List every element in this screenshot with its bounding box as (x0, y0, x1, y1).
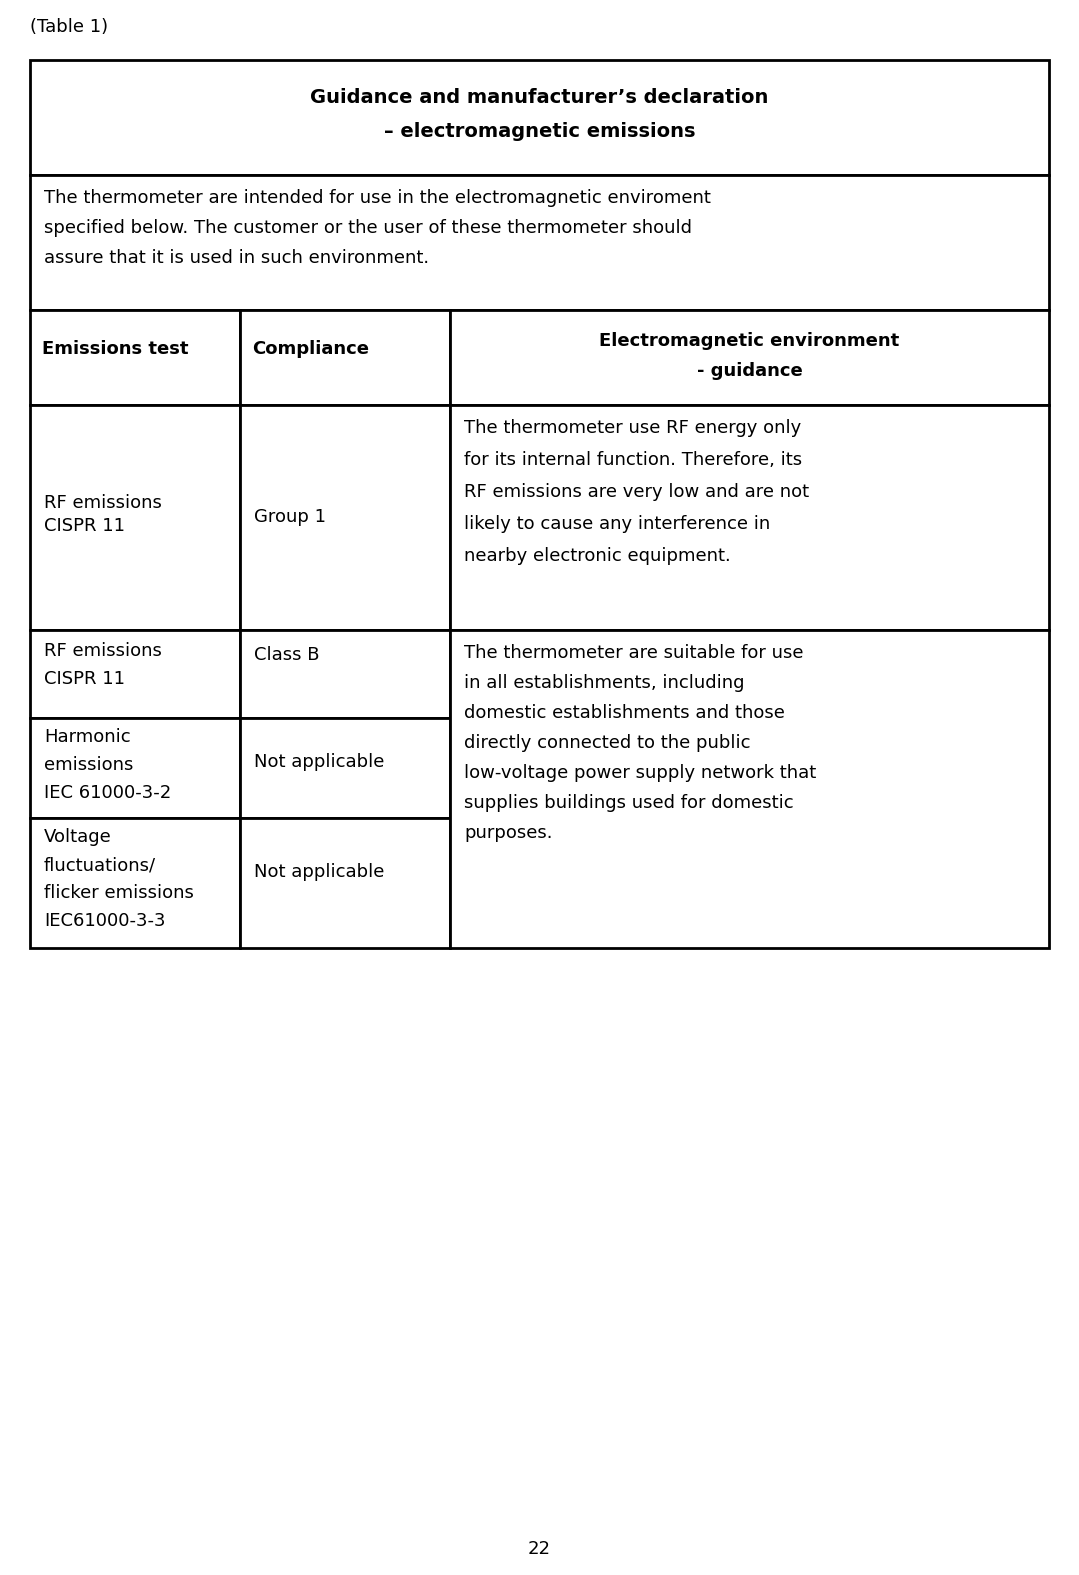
Bar (240, 405, 450, 630)
Text: RF emissions: RF emissions (44, 495, 162, 512)
Bar (240, 817, 450, 948)
Text: RF emissions: RF emissions (44, 643, 162, 660)
Text: The thermometer are suitable for use: The thermometer are suitable for use (464, 644, 804, 662)
Text: RF emissions are very low and are not: RF emissions are very low and are not (464, 484, 809, 501)
Bar (240, 310, 450, 405)
Text: – electromagnetic emissions: – electromagnetic emissions (384, 121, 695, 142)
Bar (30, 310, 240, 405)
Text: Guidance and manufacturer’s declaration: Guidance and manufacturer’s declaration (311, 88, 768, 107)
Text: The thermometer use RF energy only: The thermometer use RF energy only (464, 419, 802, 436)
Text: Class B: Class B (254, 646, 319, 665)
Text: CISPR 11: CISPR 11 (44, 517, 125, 536)
Bar (30, 405, 240, 630)
Text: - guidance: - guidance (697, 362, 803, 380)
Text: in all establishments, including: in all establishments, including (464, 674, 745, 691)
Text: CISPR 11: CISPR 11 (44, 669, 125, 688)
Text: emissions: emissions (44, 756, 134, 773)
Text: fluctuations/: fluctuations/ (44, 855, 156, 874)
Text: nearby electronic equipment.: nearby electronic equipment. (464, 547, 730, 565)
Text: purposes.: purposes. (464, 824, 552, 843)
Bar (240, 630, 450, 718)
Text: assure that it is used in such environment.: assure that it is used in such environme… (44, 249, 429, 268)
Text: low-voltage power supply network that: low-voltage power supply network that (464, 764, 816, 783)
Text: 22: 22 (528, 1540, 551, 1558)
Bar (30, 718, 240, 817)
Text: Compliance: Compliance (252, 340, 369, 358)
Text: specified below. The customer or the user of these thermometer should: specified below. The customer or the use… (44, 219, 692, 236)
Bar (30, 817, 240, 948)
Text: likely to cause any interference in: likely to cause any interference in (464, 515, 770, 532)
Text: directly connected to the public: directly connected to the public (464, 734, 751, 751)
Text: Harmonic: Harmonic (44, 728, 131, 747)
Bar (30, 60, 1049, 175)
Text: Emissions test: Emissions test (42, 340, 189, 358)
Text: IEC 61000-3-2: IEC 61000-3-2 (44, 784, 172, 802)
Text: Not applicable: Not applicable (254, 863, 384, 880)
Bar (30, 630, 240, 718)
Text: (Table 1): (Table 1) (30, 17, 108, 36)
Text: supplies buildings used for domestic: supplies buildings used for domestic (464, 794, 794, 813)
Bar (450, 405, 1049, 630)
Text: for its internal function. Therefore, its: for its internal function. Therefore, it… (464, 450, 802, 469)
Bar (240, 718, 450, 817)
Text: Group 1: Group 1 (254, 509, 326, 526)
Text: Voltage: Voltage (44, 828, 112, 846)
Text: Not applicable: Not applicable (254, 753, 384, 772)
Text: flicker emissions: flicker emissions (44, 884, 194, 902)
Bar (450, 630, 1049, 948)
Bar (450, 310, 1049, 405)
Text: IEC61000-3-3: IEC61000-3-3 (44, 912, 165, 929)
Text: The thermometer are intended for use in the electromagnetic enviroment: The thermometer are intended for use in … (44, 189, 711, 206)
Bar (30, 175, 1049, 310)
Text: Electromagnetic environment: Electromagnetic environment (599, 332, 900, 350)
Text: domestic establishments and those: domestic establishments and those (464, 704, 784, 721)
